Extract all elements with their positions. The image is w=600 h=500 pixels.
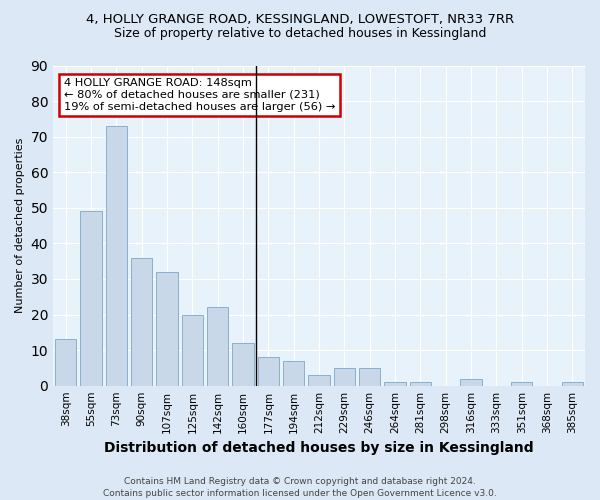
Bar <box>131 258 152 386</box>
X-axis label: Distribution of detached houses by size in Kessingland: Distribution of detached houses by size … <box>104 441 534 455</box>
Bar <box>283 361 304 386</box>
Text: 4, HOLLY GRANGE ROAD, KESSINGLAND, LOWESTOFT, NR33 7RR: 4, HOLLY GRANGE ROAD, KESSINGLAND, LOWES… <box>86 12 514 26</box>
Bar <box>384 382 406 386</box>
Bar <box>257 357 279 386</box>
Bar <box>562 382 583 386</box>
Bar <box>182 314 203 386</box>
Text: Size of property relative to detached houses in Kessingland: Size of property relative to detached ho… <box>114 28 486 40</box>
Text: Contains HM Land Registry data © Crown copyright and database right 2024.
Contai: Contains HM Land Registry data © Crown c… <box>103 476 497 498</box>
Bar <box>106 126 127 386</box>
Bar <box>55 340 76 386</box>
Bar <box>80 212 102 386</box>
Bar <box>460 378 482 386</box>
Bar <box>232 343 254 386</box>
Bar <box>359 368 380 386</box>
Bar <box>308 375 330 386</box>
Bar <box>156 272 178 386</box>
Y-axis label: Number of detached properties: Number of detached properties <box>15 138 25 314</box>
Bar <box>410 382 431 386</box>
Bar <box>334 368 355 386</box>
Bar <box>207 308 229 386</box>
Text: 4 HOLLY GRANGE ROAD: 148sqm
← 80% of detached houses are smaller (231)
19% of se: 4 HOLLY GRANGE ROAD: 148sqm ← 80% of det… <box>64 78 335 112</box>
Bar <box>511 382 532 386</box>
